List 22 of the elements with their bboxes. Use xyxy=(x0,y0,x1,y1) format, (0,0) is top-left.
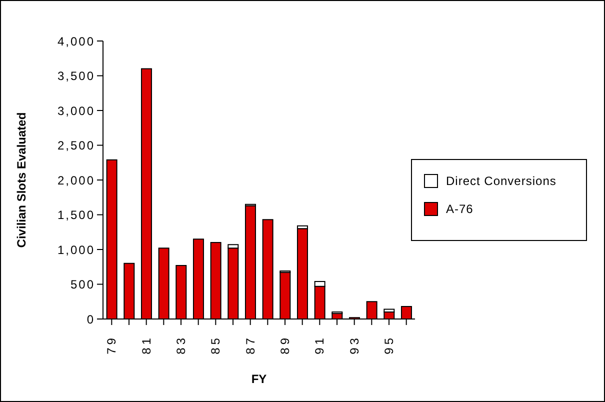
x-tick-label: 95 xyxy=(382,335,396,354)
x-tick-label: 81 xyxy=(139,335,154,354)
x-axis-title: FY xyxy=(251,372,267,386)
y-axis-title: Civilian Slots Evaluated xyxy=(14,112,28,248)
legend-label: Direct Conversions xyxy=(446,174,556,188)
x-tick-label: 85 xyxy=(208,335,223,354)
y-tick-label: 4,000 xyxy=(57,34,95,48)
x-tick-label: 89 xyxy=(278,335,292,354)
y-tick-label: 0 xyxy=(86,312,95,326)
legend-label: A-76 xyxy=(446,202,474,216)
x-tick-label: 87 xyxy=(243,335,258,354)
x-tick-label: 91 xyxy=(312,335,327,354)
x-tick-label: 93 xyxy=(347,335,362,354)
y-tick-label: 3,500 xyxy=(57,69,95,84)
y-tick-label: 500 xyxy=(70,278,95,292)
y-tick-label: 3,000 xyxy=(57,104,95,118)
y-tick-label: 1,000 xyxy=(57,242,95,257)
x-tick-label: 79 xyxy=(104,335,119,354)
y-tick-label: 2,000 xyxy=(57,173,95,188)
x-tick-label: 83 xyxy=(174,335,188,354)
y-tick-label: 2,500 xyxy=(57,138,95,153)
y-tick-label: 1,500 xyxy=(57,208,95,222)
